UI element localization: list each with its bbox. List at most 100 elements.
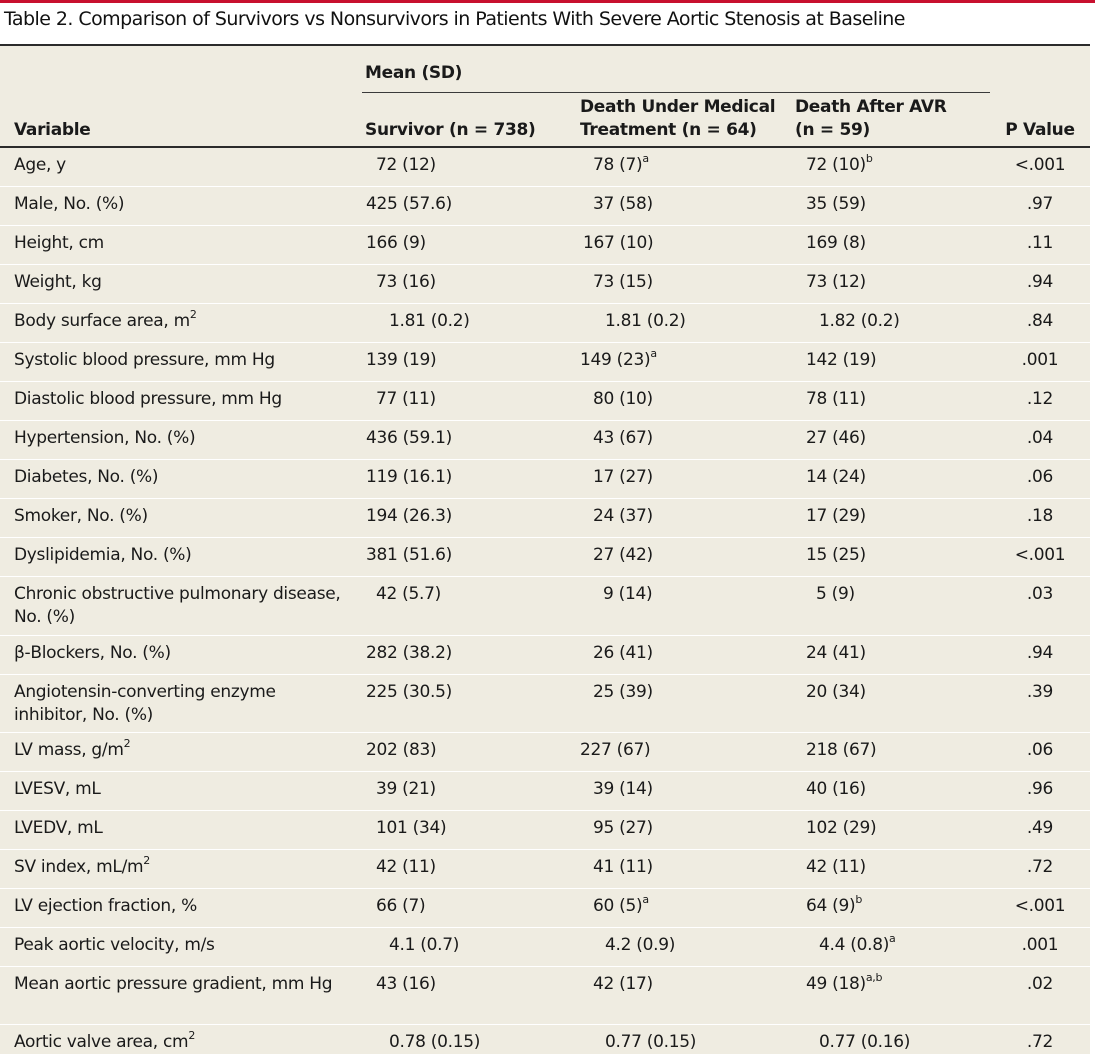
header-death-medical-2: Treatment (n = 64) bbox=[580, 120, 757, 140]
p-value: .04 bbox=[1026, 428, 1054, 448]
p-value: .06 bbox=[1026, 467, 1054, 487]
row-separator bbox=[0, 849, 1090, 850]
table-title: Table 2. Comparison of Survivors vs Nons… bbox=[4, 8, 905, 30]
table-row: LVEDV, mL 101 (34) 95 (27) 102 (29) .49 bbox=[0, 811, 1090, 850]
table-row: Age, y 72 (12) 78 (7)a 72 (10)b <.001 bbox=[0, 148, 1090, 187]
p-value: .11 bbox=[1026, 233, 1054, 253]
row-separator bbox=[0, 966, 1090, 967]
row-label: Age, y bbox=[14, 155, 66, 175]
row-label: SV index, mL/m2 bbox=[14, 854, 150, 877]
table-row: Angiotensin-converting enzyme inhibitor,… bbox=[0, 675, 1090, 733]
row-label: Chronic obstructive pulmonary disease, N… bbox=[14, 584, 341, 627]
row-label: Hypertension, No. (%) bbox=[14, 428, 196, 448]
p-value: .06 bbox=[1026, 740, 1054, 760]
table-row: LV mass, g/m2 202 (83) 227 (67) 218 (67) .06 bbox=[0, 733, 1090, 772]
p-value: .12 bbox=[1026, 389, 1054, 409]
row-label: Smoker, No. (%) bbox=[14, 506, 148, 526]
death-avr-value: 64 (9)b bbox=[806, 893, 863, 916]
death-avr-value: 49 (18)a,b bbox=[806, 971, 883, 994]
table-row: Peak aortic velocity, m/s 4.1 (0.7) 4.2 (0… bbox=[0, 928, 1090, 967]
survivor-value: 4.1 (0.7) bbox=[389, 935, 460, 955]
table-row: Male, No. (%) 425 (57.6) 37 (58) 35 (59) .97 bbox=[0, 187, 1090, 226]
survivor-value: 425 (57.6) bbox=[366, 194, 452, 214]
data-table: Variable Mean (SD) Survivor (n = 738) De… bbox=[0, 44, 1090, 1054]
footnote-marker: 2 bbox=[189, 308, 197, 322]
death-medical-value: 25 (39) bbox=[593, 682, 653, 702]
row-label: Aortic valve area, cm2 bbox=[14, 1029, 196, 1052]
row-label: β-Blockers, No. (%) bbox=[14, 643, 171, 663]
row-separator bbox=[0, 498, 1090, 499]
row-separator bbox=[0, 810, 1090, 811]
death-avr-value: 0.77 (0.16) bbox=[819, 1032, 911, 1052]
death-avr-value: 35 (59) bbox=[806, 194, 866, 214]
table-row: Aortic valve area, cm2 0.78 (0.15) 0.77 (0… bbox=[0, 1025, 1090, 1064]
death-medical-value: 95 (27) bbox=[593, 818, 653, 838]
death-avr-value: 78 (11) bbox=[806, 389, 866, 409]
table-row: SV index, mL/m2 42 (11) 41 (11) 42 (11) .72 bbox=[0, 850, 1090, 889]
row-label: Diabetes, No. (%) bbox=[14, 467, 159, 487]
p-value: .49 bbox=[1026, 818, 1054, 838]
row-separator bbox=[0, 732, 1090, 733]
death-avr-value: 72 (10)b bbox=[806, 152, 873, 175]
footnote-marker: a bbox=[642, 152, 649, 166]
p-value: <.001 bbox=[1014, 896, 1066, 916]
table-row: Height, cm 166 (9) 167 (10) 169 (8) .11 bbox=[0, 226, 1090, 265]
death-avr-value: 42 (11) bbox=[806, 857, 866, 877]
row-separator bbox=[0, 537, 1090, 538]
header-death-medical-1: Death Under Medical bbox=[580, 97, 776, 117]
p-value: .94 bbox=[1026, 643, 1054, 663]
row-label: Mean aortic pressure gradient, mm Hg bbox=[14, 974, 333, 994]
p-value: .72 bbox=[1026, 1032, 1054, 1052]
row-label: Body surface area, m2 bbox=[14, 308, 197, 331]
survivor-value: 1.81 (0.2) bbox=[389, 311, 470, 331]
row-label: Male, No. (%) bbox=[14, 194, 125, 214]
p-value: .39 bbox=[1026, 682, 1054, 702]
row-label: Angiotensin-converting enzyme inhibitor,… bbox=[14, 682, 276, 725]
row-separator bbox=[0, 381, 1090, 382]
footnote-marker: 2 bbox=[123, 737, 131, 751]
death-medical-value: 227 (67) bbox=[580, 740, 651, 760]
footnote-marker: 2 bbox=[143, 854, 150, 868]
survivor-value: 139 (19) bbox=[366, 350, 437, 370]
row-separator bbox=[0, 888, 1090, 889]
header-death-avr-1: Death After AVR bbox=[795, 97, 947, 117]
table-row: LVESV, mL 39 (21) 39 (14) 40 (16) .96 bbox=[0, 772, 1090, 811]
death-avr-value: 40 (16) bbox=[806, 779, 866, 799]
death-medical-value: 17 (27) bbox=[593, 467, 653, 487]
table-row: Systolic blood pressure, mm Hg 139 (19) 14… bbox=[0, 343, 1090, 382]
death-avr-value: 1.82 (0.2) bbox=[819, 311, 900, 331]
row-separator bbox=[0, 342, 1090, 343]
death-avr-value: 15 (25) bbox=[806, 545, 866, 565]
survivor-value: 436 (59.1) bbox=[366, 428, 452, 448]
death-medical-value: 167 (10) bbox=[583, 233, 654, 253]
death-avr-value: 73 (12) bbox=[806, 272, 866, 292]
row-label: Weight, kg bbox=[14, 272, 102, 292]
row-label: Peak aortic velocity, m/s bbox=[14, 935, 215, 955]
p-value: .97 bbox=[1026, 194, 1054, 214]
death-medical-value: 1.81 (0.2) bbox=[605, 311, 686, 331]
survivor-value: 73 (16) bbox=[376, 272, 436, 292]
p-value: .84 bbox=[1026, 311, 1054, 331]
row-separator bbox=[0, 459, 1090, 460]
death-avr-value: 218 (67) bbox=[806, 740, 877, 760]
footnote-marker: a,b bbox=[865, 971, 883, 985]
survivor-value: 0.78 (0.15) bbox=[389, 1032, 481, 1052]
survivor-value: 225 (30.5) bbox=[366, 682, 452, 702]
death-avr-value: 20 (34) bbox=[806, 682, 866, 702]
p-value: .72 bbox=[1026, 857, 1054, 877]
death-medical-value: 37 (58) bbox=[593, 194, 653, 214]
row-separator bbox=[0, 186, 1090, 187]
death-medical-value: 26 (41) bbox=[593, 643, 653, 663]
death-avr-value: 27 (46) bbox=[806, 428, 866, 448]
table-row: Hypertension, No. (%) 436 (59.1) 43 (67) 27… bbox=[0, 421, 1090, 460]
row-separator bbox=[0, 303, 1090, 304]
survivor-value: 77 (11) bbox=[376, 389, 436, 409]
table-row: Body surface area, m2 1.81 (0.2) 1.81 (0.2… bbox=[0, 304, 1090, 343]
header-group-rule bbox=[362, 92, 990, 93]
survivor-value: 119 (16.1) bbox=[366, 467, 452, 487]
row-separator bbox=[0, 264, 1090, 265]
table-row: β-Blockers, No. (%) 282 (38.2) 26 (41) 24 (… bbox=[0, 636, 1090, 675]
table-row: Mean aortic pressure gradient, mm Hg 43 (… bbox=[0, 967, 1090, 1025]
p-value: .18 bbox=[1026, 506, 1054, 526]
row-label: Dyslipidemia, No. (%) bbox=[14, 545, 192, 565]
